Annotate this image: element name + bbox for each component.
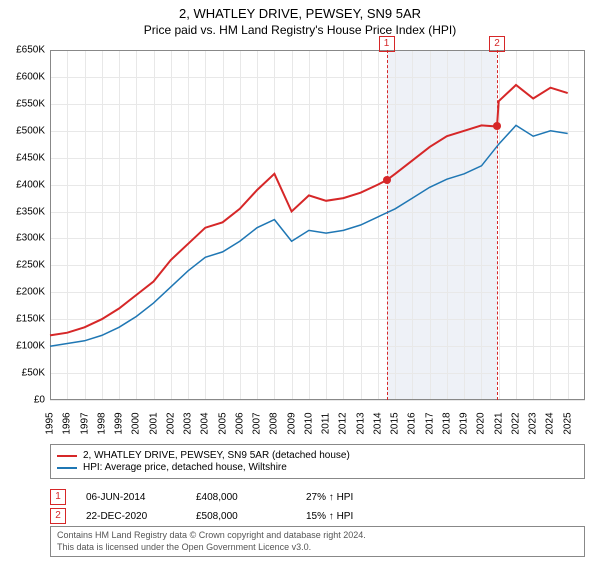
sale-date: 22-DEC-2020: [86, 511, 176, 522]
sale-price: £408,000: [196, 492, 286, 503]
chart-title: 2, WHATLEY DRIVE, PEWSEY, SN9 5AR: [0, 6, 600, 21]
footer-line: Contains HM Land Registry data © Crown c…: [57, 530, 578, 542]
sale-delta: 15% ↑ HPI: [306, 511, 396, 522]
footer-line: This data is licensed under the Open Gov…: [57, 542, 578, 554]
sale-index-badge: 1: [50, 489, 66, 505]
legend-swatch: [57, 455, 77, 457]
legend-swatch: [57, 467, 77, 469]
legend-item: HPI: Average price, detached house, Wilt…: [57, 462, 578, 473]
chart-container: 2, WHATLEY DRIVE, PEWSEY, SN9 5AR Price …: [0, 6, 600, 566]
table-row: 1 06-JUN-2014 £408,000 27% ↑ HPI: [50, 489, 585, 505]
legend: 2, WHATLEY DRIVE, PEWSEY, SN9 5AR (detac…: [50, 444, 585, 479]
footer-attribution: Contains HM Land Registry data © Crown c…: [50, 526, 585, 557]
sale-index-badge: 2: [50, 508, 66, 524]
legend-label: 2, WHATLEY DRIVE, PEWSEY, SN9 5AR (detac…: [83, 450, 350, 461]
sales-table: 1 06-JUN-2014 £408,000 27% ↑ HPI 2 22-DE…: [50, 486, 585, 527]
chart-subtitle: Price paid vs. HM Land Registry's House …: [0, 23, 600, 37]
sale-price: £508,000: [196, 511, 286, 522]
table-row: 2 22-DEC-2020 £508,000 15% ↑ HPI: [50, 508, 585, 524]
sale-date: 06-JUN-2014: [86, 492, 176, 503]
sale-delta: 27% ↑ HPI: [306, 492, 396, 503]
legend-item: 2, WHATLEY DRIVE, PEWSEY, SN9 5AR (detac…: [57, 450, 578, 461]
line-series: [50, 50, 585, 400]
legend-label: HPI: Average price, detached house, Wilt…: [83, 462, 287, 473]
